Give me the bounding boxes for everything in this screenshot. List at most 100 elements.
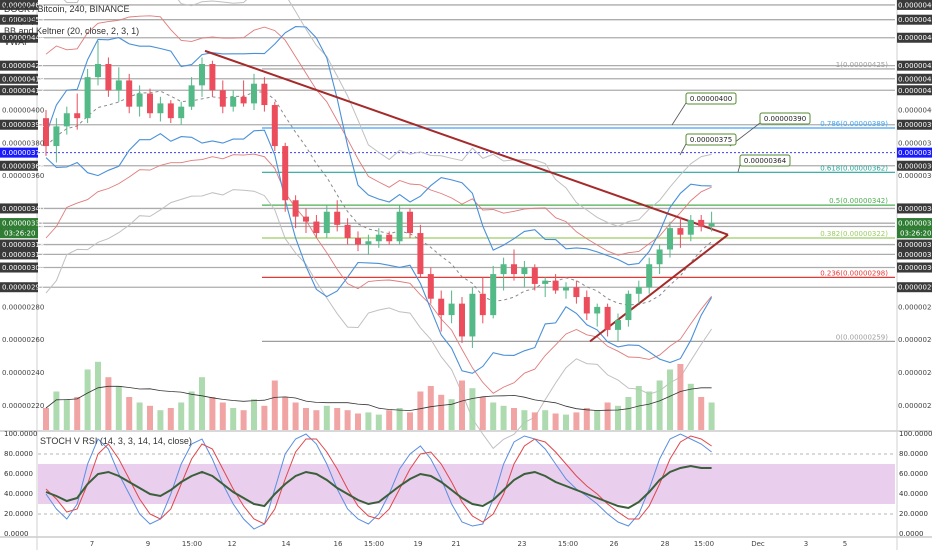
candle-body (542, 280, 549, 284)
candle (178, 101, 185, 125)
current-price-text-right: 0.00000331 (898, 220, 932, 228)
volume-bar (459, 380, 465, 430)
volume-bar (490, 402, 497, 430)
price-axis-tick-left: 0.00000380 (2, 139, 44, 147)
volume-bar (656, 380, 663, 430)
candle-body (261, 83, 268, 106)
osc-line-rsi (45, 464, 712, 510)
osc-right-tick: 80.0000 (899, 450, 928, 458)
candle-body (687, 219, 694, 235)
candle-body (344, 224, 351, 238)
candle-body (646, 264, 653, 288)
candle (656, 244, 663, 275)
osc-line-d (45, 435, 712, 525)
volume-bar (698, 397, 705, 430)
price-axis-tick-left: 0.00000220 (2, 402, 44, 410)
volume-bar (552, 413, 559, 430)
candle (95, 41, 101, 86)
candle (573, 280, 580, 304)
time-axis-tick: 3 (804, 540, 808, 548)
price-tag-right-text: 0.00000292 (898, 284, 932, 292)
price-tag-left-text: 0.00000427 (2, 62, 44, 70)
candle-body (396, 211, 403, 242)
volume-bar (365, 412, 372, 430)
candle (74, 93, 81, 130)
price-tag-left (0, 203, 38, 214)
volume-bar (323, 405, 330, 430)
time-axis-tick: 5 (843, 540, 847, 548)
candle-body (105, 64, 112, 91)
candle-body (313, 221, 320, 234)
descending-trendline (204, 49, 729, 236)
price-tag-right (897, 203, 932, 214)
candle-body (667, 228, 673, 250)
candle (615, 313, 621, 342)
volume-bar (115, 386, 122, 430)
candle (427, 267, 434, 304)
candle-body (490, 274, 497, 316)
volume-bar (417, 391, 424, 430)
price-tag-left (0, 0, 38, 10)
price-tag-left-text: 0.00000292 (2, 284, 44, 292)
price-tag-right-text: 0.00000340 (898, 205, 932, 213)
price-axis-tick-right: 0.00000280 (898, 303, 932, 311)
price-tag-left (0, 14, 38, 25)
fib-level-label: 0.236(0.00000298) (820, 269, 888, 277)
candle (448, 290, 455, 324)
candle (355, 231, 361, 252)
price-tag-left-text: 0.00000391 (2, 121, 44, 129)
price-tag-left (0, 282, 38, 293)
candle-body (355, 237, 361, 245)
fib-level-label: 0(0.00000259) (836, 333, 888, 341)
candle-body (74, 113, 81, 119)
candle-body (126, 80, 133, 107)
price-axis-tick-left: 0.00000360 (2, 172, 44, 180)
candle-body (448, 303, 455, 316)
candle (469, 287, 476, 348)
time-axis-tick: 28 (661, 540, 670, 548)
price-tag-right-text: 0.00000366 (898, 162, 932, 170)
price-tag-right-text: 0.00000304 (898, 264, 932, 272)
volume-bar (261, 405, 268, 430)
candle (500, 257, 507, 291)
price-axis-tick-left: 0.00000240 (2, 369, 44, 377)
volume-bar (271, 380, 278, 430)
candle-body (698, 219, 705, 227)
price-tag-right-text: 0.00000419 (898, 75, 932, 83)
candle-body (167, 103, 174, 119)
candle (563, 282, 569, 299)
callout-box (685, 92, 737, 105)
price-tag-right (897, 249, 932, 260)
candle-body (625, 293, 632, 321)
volume-bar (438, 394, 445, 430)
candle (240, 80, 247, 107)
price-axis-tick-right: 0.00000220 (898, 402, 932, 410)
callout-leader (671, 102, 687, 126)
candle-body (552, 280, 559, 291)
bollinger-upper (45, 26, 712, 266)
volume-bar (84, 369, 91, 430)
candle (199, 57, 205, 97)
osc-right-tick: 60.0000 (899, 470, 928, 478)
time-axis-tick: 14 (282, 540, 291, 548)
volume-bar (74, 397, 81, 430)
price-tag-left-text: 0.00000444 (2, 34, 45, 42)
volume-bar (386, 410, 393, 430)
price-tag-left-text: 0.00000340 (2, 205, 44, 213)
price-axis-tick-left: 0.00000260 (2, 336, 44, 344)
volume-bar (105, 377, 112, 430)
volume-bar (615, 405, 621, 430)
volume-bar (251, 399, 257, 430)
candle (594, 303, 601, 327)
price-tag-left (0, 60, 38, 71)
volume-indicator-label: Vol (20) (4, 15, 36, 25)
candle (282, 142, 289, 212)
price-tag-left (0, 85, 38, 96)
volume-bar (375, 414, 382, 430)
candle (344, 218, 351, 245)
candle-body (365, 241, 372, 245)
candle-body (199, 64, 205, 86)
rsi-band (38, 464, 895, 504)
candle-body (53, 126, 60, 147)
